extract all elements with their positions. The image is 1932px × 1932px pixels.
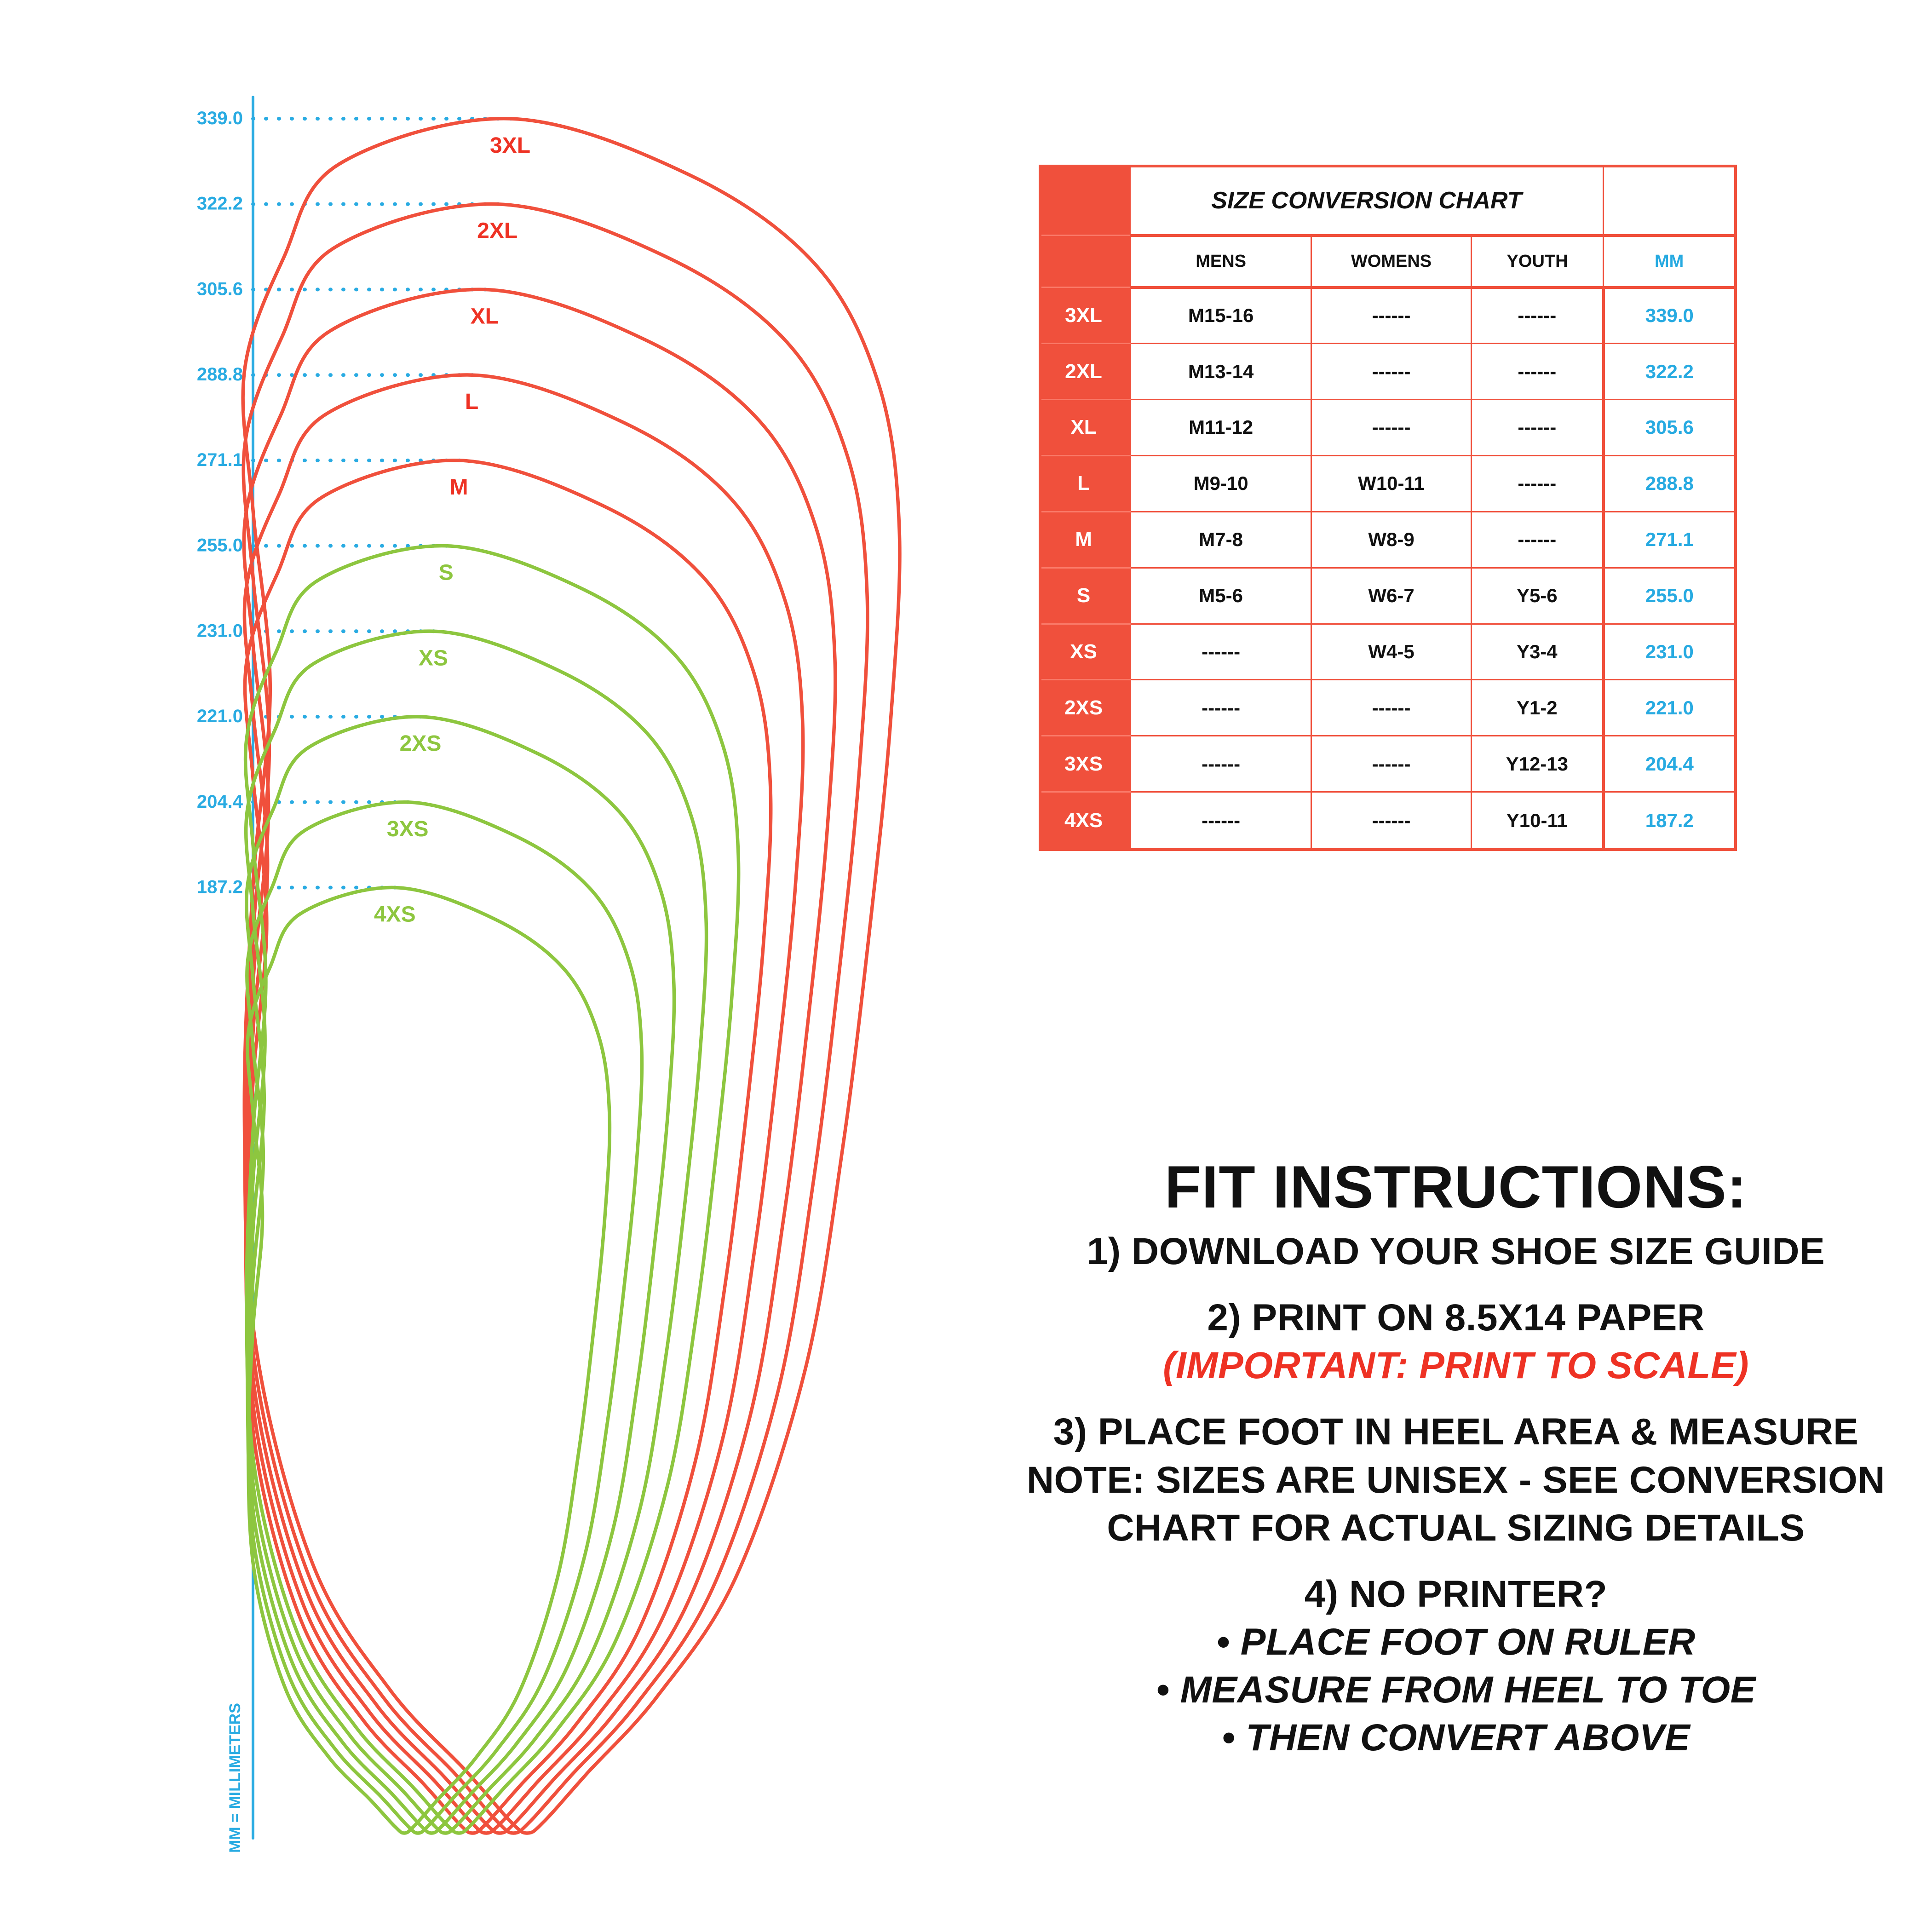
svg-text:221.0: 221.0 <box>197 706 243 726</box>
svg-text:187.2: 187.2 <box>197 877 243 897</box>
svg-text:305.6: 305.6 <box>197 279 243 299</box>
svg-text:L: L <box>465 390 478 414</box>
svg-text:2XL: 2XL <box>477 219 518 243</box>
svg-text:MM = MILLIMETERS: MM = MILLIMETERS <box>226 1703 244 1853</box>
svg-text:3XL: 3XL <box>490 133 530 158</box>
svg-text:255.0: 255.0 <box>197 535 243 556</box>
svg-text:S: S <box>439 561 454 585</box>
svg-text:288.8: 288.8 <box>197 364 243 385</box>
svg-text:2XS: 2XS <box>400 731 442 756</box>
svg-text:339.0: 339.0 <box>197 108 243 128</box>
svg-text:4XS: 4XS <box>374 903 416 927</box>
svg-text:322.2: 322.2 <box>197 194 243 214</box>
svg-text:XL: XL <box>471 304 499 328</box>
svg-text:231.0: 231.0 <box>197 621 243 641</box>
svg-text:M: M <box>450 475 468 500</box>
svg-text:3XS: 3XS <box>387 817 429 841</box>
svg-text:204.4: 204.4 <box>197 792 243 812</box>
svg-text:271.1: 271.1 <box>197 450 243 470</box>
svg-text:XS: XS <box>419 646 448 670</box>
